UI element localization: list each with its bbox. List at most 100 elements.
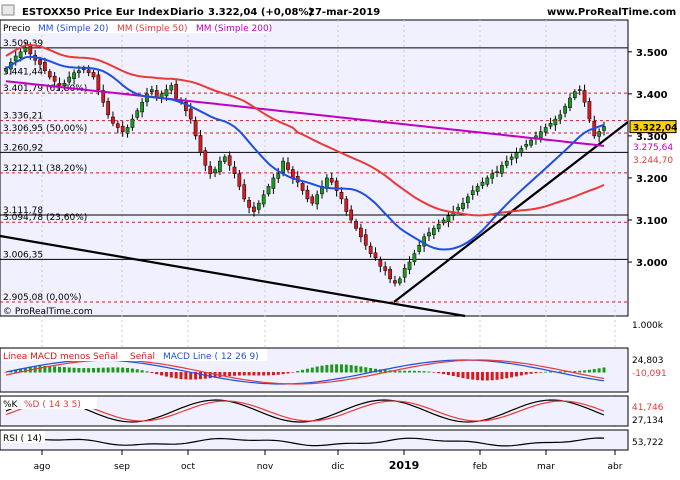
candle-body bbox=[339, 191, 344, 200]
macd-bar bbox=[330, 364, 334, 373]
macd-bar bbox=[597, 368, 601, 373]
site-label: www.ProRealTime.com bbox=[547, 7, 676, 18]
candle-body bbox=[300, 183, 305, 191]
macd-bar bbox=[519, 372, 523, 376]
macd-bar bbox=[505, 372, 509, 379]
candle-body bbox=[276, 173, 281, 179]
candle-body bbox=[4, 68, 8, 72]
macd-bar bbox=[432, 372, 436, 373]
fib-level-label: 3.509,39 bbox=[3, 39, 43, 49]
candle-body bbox=[208, 165, 213, 174]
rsi-line bbox=[5, 437, 605, 447]
macd-bar bbox=[252, 372, 256, 376]
macd-bar bbox=[218, 372, 222, 378]
macd-bar bbox=[228, 372, 232, 377]
macd-bar bbox=[179, 372, 183, 380]
macd-bar bbox=[106, 367, 110, 373]
macd-bar bbox=[456, 372, 460, 378]
candle-body bbox=[96, 74, 101, 90]
candle-body bbox=[587, 101, 592, 120]
candle-body bbox=[140, 101, 144, 113]
candle-body bbox=[125, 127, 130, 134]
macd-bar bbox=[19, 368, 23, 373]
candle-body bbox=[52, 75, 57, 82]
macd-bar bbox=[72, 367, 76, 373]
macd-bar bbox=[121, 367, 125, 373]
macd-bar bbox=[184, 372, 188, 380]
stochastic-legend-box bbox=[1, 397, 97, 409]
candle-body bbox=[500, 165, 504, 174]
candle-body bbox=[582, 90, 587, 103]
macd-bar bbox=[53, 366, 57, 373]
header-menu-icon[interactable] bbox=[1, 4, 15, 16]
candle-body bbox=[47, 71, 52, 78]
candle-body bbox=[519, 148, 524, 153]
rsi-value: 53,722 bbox=[632, 438, 664, 448]
candle-body bbox=[334, 180, 339, 191]
macd-bar bbox=[223, 372, 227, 377]
candle-body bbox=[509, 156, 514, 160]
macd-bar bbox=[359, 366, 363, 373]
candle-body bbox=[514, 152, 519, 159]
fibonacci-levels: 3.509,39 3.401,79 (61,80%) 3.336,21 3.306,9… bbox=[0, 39, 628, 303]
candle-body bbox=[232, 166, 237, 174]
candle-body bbox=[193, 120, 198, 137]
stochastic-legend-d: %D ( 14 3 5) bbox=[24, 400, 81, 410]
month-label: ago bbox=[34, 462, 51, 472]
candle-body bbox=[548, 123, 553, 127]
macd-bar bbox=[4, 372, 8, 373]
macd-bar bbox=[335, 364, 339, 373]
macd-bar bbox=[135, 369, 139, 373]
candle-body bbox=[188, 108, 193, 120]
period-label: Diario bbox=[170, 7, 204, 18]
candle-body bbox=[305, 189, 310, 200]
candle-body bbox=[57, 83, 62, 86]
candle-body bbox=[354, 221, 358, 229]
macd-bar bbox=[145, 371, 149, 373]
macd-bar bbox=[422, 371, 426, 373]
macd-bar bbox=[169, 372, 173, 378]
candle-body bbox=[597, 131, 601, 137]
candle-body bbox=[495, 171, 499, 173]
macd-bar bbox=[529, 372, 533, 374]
macd-bar bbox=[544, 371, 548, 373]
candle-body bbox=[213, 169, 217, 174]
macd-bar bbox=[558, 371, 562, 373]
macd-bar bbox=[87, 368, 91, 373]
rsi-legend: RSI ( 14) bbox=[3, 434, 42, 444]
candle-body bbox=[359, 227, 363, 238]
macd-bar bbox=[101, 367, 105, 373]
candle-body bbox=[218, 160, 222, 172]
legend-mm50: MM (Simple 50) bbox=[117, 24, 187, 34]
candle-body bbox=[553, 118, 558, 126]
macd-bar bbox=[539, 372, 543, 373]
macd-value-bottom: -10,091 bbox=[632, 369, 667, 379]
candle-body bbox=[150, 89, 154, 92]
macd-bar bbox=[476, 372, 480, 381]
price-tick-label: 3.000 bbox=[636, 258, 668, 269]
candle-body bbox=[38, 59, 42, 65]
macd-bar bbox=[291, 372, 295, 373]
macd-bar bbox=[257, 372, 261, 376]
candle-body bbox=[446, 215, 451, 222]
macd-bar bbox=[14, 369, 18, 373]
candle-body bbox=[368, 245, 373, 254]
legend-mm200: MM (Simple 200) bbox=[196, 24, 272, 34]
candle-body bbox=[281, 160, 285, 173]
candle-body bbox=[466, 196, 470, 204]
candle-body bbox=[256, 202, 261, 210]
macd-bar bbox=[583, 370, 587, 373]
macd-bar bbox=[451, 372, 455, 377]
macd-bar bbox=[408, 370, 412, 373]
macd-histogram bbox=[4, 364, 606, 381]
candle-body bbox=[222, 156, 227, 162]
month-label: oct bbox=[181, 462, 195, 472]
candle-body bbox=[101, 90, 106, 103]
header-bar bbox=[0, 0, 680, 20]
macd-bar bbox=[587, 369, 591, 373]
fib-level-label: 3.306,95 (50,00%) bbox=[3, 124, 87, 134]
macd-bar bbox=[354, 365, 358, 373]
macd-bar bbox=[383, 369, 387, 373]
candle-body bbox=[164, 89, 169, 97]
candle-body bbox=[13, 55, 18, 62]
